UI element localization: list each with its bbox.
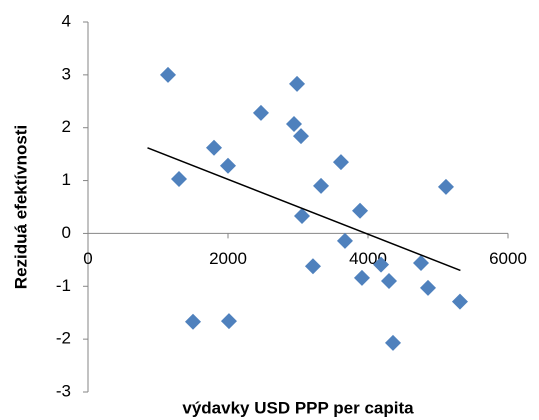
y-tick-label: 2 [62, 117, 71, 136]
point [451, 293, 468, 310]
y-axis-label: Reziduá efektívnosti [11, 125, 30, 289]
point [353, 269, 370, 286]
point [412, 255, 429, 272]
y-tick-label: 3 [62, 64, 71, 83]
y-tick-label: -1 [56, 276, 71, 295]
point [437, 178, 454, 195]
point [185, 313, 201, 330]
y-tick-label: -2 [56, 329, 71, 348]
point [384, 334, 401, 351]
point [313, 177, 330, 194]
point [352, 202, 369, 219]
x-tick-label: 2000 [209, 249, 247, 268]
point [419, 279, 436, 296]
x-tick-label: 0 [83, 249, 92, 268]
point [286, 116, 303, 133]
point [220, 157, 236, 174]
point [289, 75, 306, 92]
y-tick-label: -3 [56, 381, 71, 400]
y-tick-label: 4 [62, 11, 71, 30]
point [381, 273, 397, 289]
point [304, 258, 321, 275]
point [336, 232, 353, 249]
point [252, 104, 269, 121]
point [373, 256, 390, 273]
x-axis-label: výdavky USD PPP per capita [182, 398, 414, 417]
point [293, 128, 310, 145]
y-tick-label: 0 [62, 223, 71, 242]
trendline [147, 147, 461, 272]
y-tick-label: 1 [62, 170, 71, 189]
point [171, 170, 187, 187]
point [293, 207, 310, 224]
point [332, 154, 349, 171]
point [160, 66, 177, 83]
point [220, 313, 237, 330]
x-tick-label: 6000 [489, 249, 527, 268]
point [206, 139, 222, 156]
